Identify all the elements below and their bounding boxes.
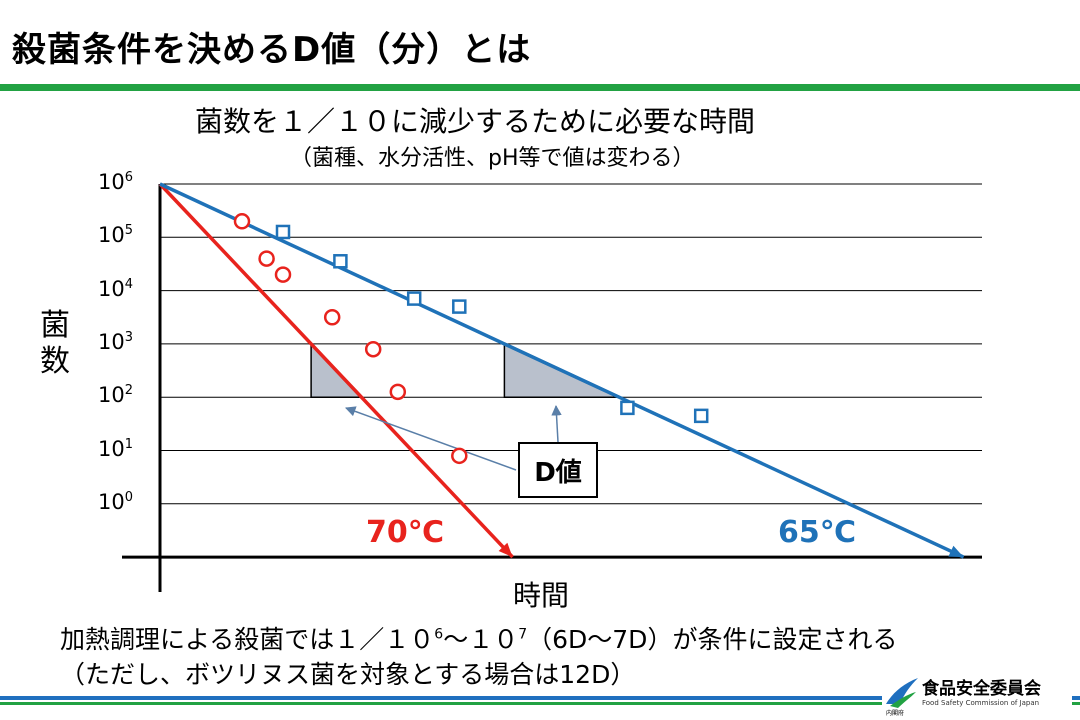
series-arrowhead-0 xyxy=(498,542,513,558)
chart-subtitle: 菌数を１／１０に減少するために必要な時間 xyxy=(195,105,756,138)
annotation-arrow-65c xyxy=(551,404,562,443)
y-axis-label: 菌数 xyxy=(40,308,70,379)
footnote-line2: （ただし、ボツリヌス菌を対象とする場合は12D） xyxy=(60,660,636,689)
y-tick-label: 104 xyxy=(98,276,134,301)
data-point-square xyxy=(452,299,467,314)
y-tick-label: 106 xyxy=(98,170,134,194)
data-point-circle xyxy=(233,213,251,230)
d-value-annotation: D値 xyxy=(518,442,598,498)
data-point-circle xyxy=(451,447,468,465)
data-point-circle xyxy=(274,266,292,283)
series-label-65c: 65℃ xyxy=(778,515,857,550)
footer-bar-blue xyxy=(0,696,1080,700)
series-line-1 xyxy=(159,182,965,559)
chart-subtitle-note: （菌種、水分活性、pH等で値は変わる） xyxy=(290,146,695,171)
data-point-square xyxy=(333,254,348,269)
series-line-0 xyxy=(158,182,514,559)
logo-name: 食品安全委員会 xyxy=(922,679,1041,699)
y-tick-label: 103 xyxy=(98,329,134,354)
y-tick-label: 100 xyxy=(98,489,134,514)
y-tick-label: 105 xyxy=(98,223,134,248)
logo-agency: 内閣府 xyxy=(886,710,905,717)
footnote-line1: 加熱調理による殺菌では１／１０6～１０7（6D～7D）が条件に設定される xyxy=(60,625,898,654)
fsc-logo: 食品安全委員会 Food Safety Commission of Japan … xyxy=(882,672,1072,718)
data-point-circle xyxy=(364,340,382,358)
series-label-70c: 70℃ xyxy=(366,515,445,550)
fsc-logo-icon xyxy=(886,678,918,708)
data-point-square xyxy=(406,291,422,306)
logo-english: Food Safety Commission of Japan xyxy=(922,699,1040,707)
y-tick-label: 102 xyxy=(98,383,134,408)
data-point-square xyxy=(275,224,291,240)
data-point-circle xyxy=(323,309,341,326)
data-point-circle xyxy=(389,383,407,401)
y-tick-label: 101 xyxy=(98,436,134,461)
series-arrowhead-1 xyxy=(948,545,964,558)
footer-bar-green xyxy=(0,702,1080,705)
x-axis-label: 時間 xyxy=(513,579,570,612)
data-point-square xyxy=(693,408,709,424)
title-underline-green xyxy=(0,84,1080,91)
data-point-square xyxy=(620,400,635,416)
slide-title: 殺菌条件を決めるD値（分）とは xyxy=(12,30,532,70)
annotation-arrow-70c xyxy=(345,406,517,471)
data-point-circle xyxy=(258,250,275,267)
